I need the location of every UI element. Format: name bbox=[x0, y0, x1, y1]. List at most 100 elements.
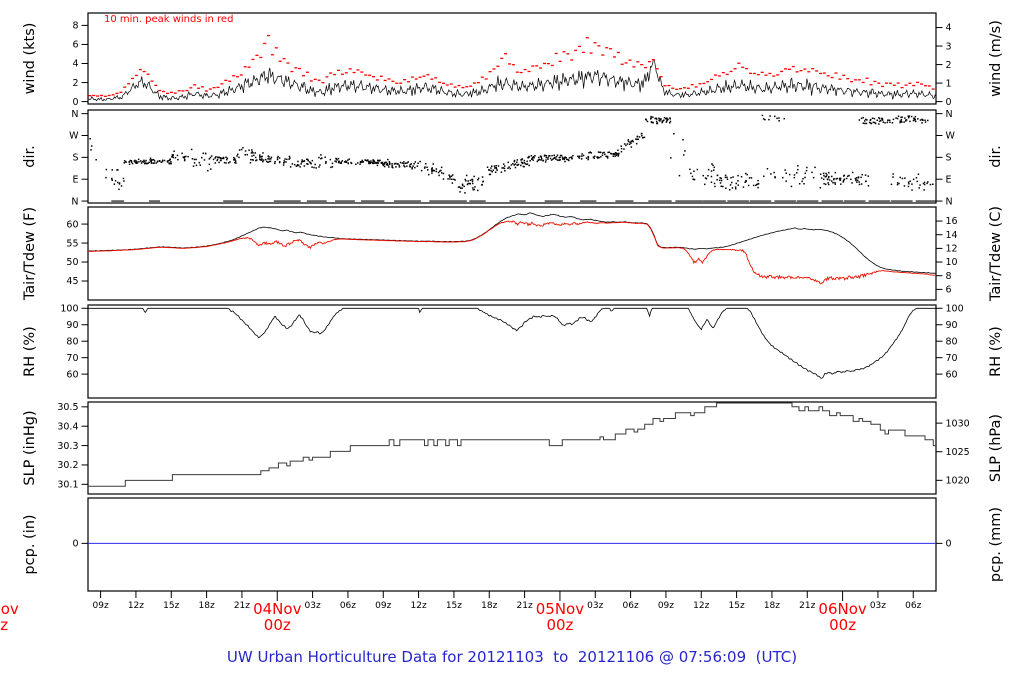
svg-text:50: 50 bbox=[66, 257, 78, 268]
svg-text:N: N bbox=[946, 109, 953, 120]
slp-right-axis-title: SLP (hPa) bbox=[988, 414, 1004, 482]
hour-tick-label: 18z bbox=[764, 601, 780, 611]
tair-y-axis-right: 6 8 10 12 14 16 bbox=[936, 216, 958, 296]
svg-text:W: W bbox=[946, 131, 956, 142]
slp-panel: 30.1 30.2 30.3 30.4 30.5 1020 1025 1030 SLP (inH… bbox=[22, 401, 1004, 495]
wind-left-axis-title: wind (kts) bbox=[22, 23, 38, 95]
hour-tick-label: 15z bbox=[729, 601, 745, 611]
svg-text:1030: 1030 bbox=[946, 418, 970, 429]
svg-text:2: 2 bbox=[72, 78, 78, 89]
svg-text:4: 4 bbox=[946, 23, 952, 34]
svg-text:60: 60 bbox=[66, 219, 78, 230]
svg-text:0: 0 bbox=[72, 539, 78, 550]
wind-y-axis-right: 0 1 2 3 4 bbox=[936, 23, 952, 108]
hour-tick-label: 09z bbox=[93, 601, 109, 611]
svg-text:30.3: 30.3 bbox=[57, 441, 78, 452]
svg-text:100: 100 bbox=[60, 303, 78, 314]
svg-text:4: 4 bbox=[72, 59, 78, 70]
day-tick-label: 03Nov bbox=[0, 600, 19, 618]
pcp-y-axis-right: 0 bbox=[936, 539, 952, 550]
hour-tick-label: 12z bbox=[411, 601, 427, 611]
hour-tick-label: 12z bbox=[128, 601, 144, 611]
pcp-panel: 0 0 pcp. (in) pcp. (mm) bbox=[22, 497, 1004, 592]
svg-text:N: N bbox=[946, 196, 953, 207]
dir-scatter bbox=[89, 114, 934, 194]
svg-text:N: N bbox=[71, 109, 78, 120]
pcp-panel-frame bbox=[87, 497, 937, 592]
hour-tick-label: 12z bbox=[693, 601, 709, 611]
svg-text:0: 0 bbox=[946, 97, 952, 108]
svg-text:30.1: 30.1 bbox=[57, 480, 78, 491]
svg-text:90: 90 bbox=[946, 320, 958, 331]
svg-text:0: 0 bbox=[946, 539, 952, 550]
svg-text:S: S bbox=[946, 153, 952, 164]
wind-right-axis-title: wind (m/s) bbox=[988, 20, 1004, 97]
rh-left-axis-title: RH (%) bbox=[22, 326, 38, 377]
svg-text:30.2: 30.2 bbox=[57, 460, 78, 471]
slp-trace bbox=[88, 402, 936, 487]
tair-trace bbox=[88, 212, 937, 274]
svg-text:8: 8 bbox=[946, 271, 952, 282]
rh-y-axis-right: 60 70 80 90 100 bbox=[936, 303, 964, 380]
hour-tick-label: 09z bbox=[658, 601, 674, 611]
svg-text:2: 2 bbox=[946, 60, 952, 71]
hour-tick-label: 18z bbox=[481, 601, 497, 611]
pcp-left-axis-title: pcp. (in) bbox=[22, 514, 38, 574]
svg-text:12: 12 bbox=[946, 244, 958, 255]
plot-title: UW Urban Horticulture Data for 20121103 … bbox=[226, 648, 798, 666]
hour-tick-label: 21z bbox=[799, 601, 815, 611]
dir-calm-line bbox=[111, 200, 936, 202]
tair-y-axis-left: 45 50 55 60 bbox=[66, 219, 88, 287]
svg-text:55: 55 bbox=[66, 238, 78, 249]
hour-tick-label: 06z bbox=[340, 601, 356, 611]
svg-text:1: 1 bbox=[946, 78, 952, 89]
hour-tick-label: 18z bbox=[199, 601, 215, 611]
day-tick-hour-label: 00z bbox=[0, 616, 8, 634]
svg-text:E: E bbox=[946, 174, 952, 185]
svg-text:8: 8 bbox=[72, 21, 78, 32]
hour-tick-label: 03z bbox=[305, 601, 321, 611]
svg-text:60: 60 bbox=[946, 369, 958, 380]
day-tick-hour-label: 00z bbox=[829, 616, 856, 634]
hour-tick-label: 06z bbox=[623, 601, 639, 611]
svg-text:100: 100 bbox=[946, 303, 964, 314]
hour-tick-label: 06z bbox=[905, 601, 921, 611]
pcp-y-axis-left: 0 bbox=[72, 539, 88, 550]
svg-text:14: 14 bbox=[946, 230, 958, 241]
hour-tick-label: 03z bbox=[587, 601, 603, 611]
tair-panel-frame bbox=[87, 206, 937, 301]
day-tick-hour-label: 00z bbox=[546, 616, 573, 634]
svg-text:10: 10 bbox=[946, 257, 958, 268]
tdew-trace bbox=[88, 220, 937, 285]
time-axis: 09z 12z 15z 18z 21z 03z 06z 09z 12z 15z 18z 21z 03z 0… bbox=[0, 591, 922, 634]
hour-tick-label: 21z bbox=[234, 601, 250, 611]
svg-text:3: 3 bbox=[946, 41, 952, 52]
wind-panel: 0 2 4 6 8 0 1 2 3 4 wind (kts) wind (m/s) bbox=[22, 12, 1004, 108]
dir-panel-frame bbox=[87, 109, 937, 204]
svg-text:80: 80 bbox=[946, 336, 958, 347]
svg-text:70: 70 bbox=[946, 353, 958, 364]
svg-text:6: 6 bbox=[946, 285, 952, 296]
rh-panel-frame bbox=[87, 304, 937, 399]
hour-tick-label: 21z bbox=[517, 601, 533, 611]
svg-text:0: 0 bbox=[72, 97, 78, 108]
svg-text:90: 90 bbox=[66, 320, 78, 331]
wind-y-axis-left: 0 2 4 6 8 bbox=[72, 21, 88, 108]
svg-text:60: 60 bbox=[66, 369, 78, 380]
day-tick-label: 04Nov bbox=[253, 600, 301, 618]
hour-tick-label: 03z bbox=[870, 601, 886, 611]
tair-panel: 45 50 55 60 6 8 10 12 14 16 Tair/Tdew (F) Tair/Tdew… bbox=[22, 206, 1004, 302]
hour-tick-label: 09z bbox=[375, 601, 391, 611]
pcp-right-axis-title: pcp. (mm) bbox=[988, 507, 1004, 582]
svg-text:S: S bbox=[72, 153, 78, 164]
svg-text:80: 80 bbox=[66, 336, 78, 347]
rh-trace bbox=[88, 307, 936, 379]
wind-peak-dots bbox=[88, 34, 935, 97]
svg-text:N: N bbox=[71, 196, 78, 207]
svg-text:16: 16 bbox=[946, 216, 958, 227]
